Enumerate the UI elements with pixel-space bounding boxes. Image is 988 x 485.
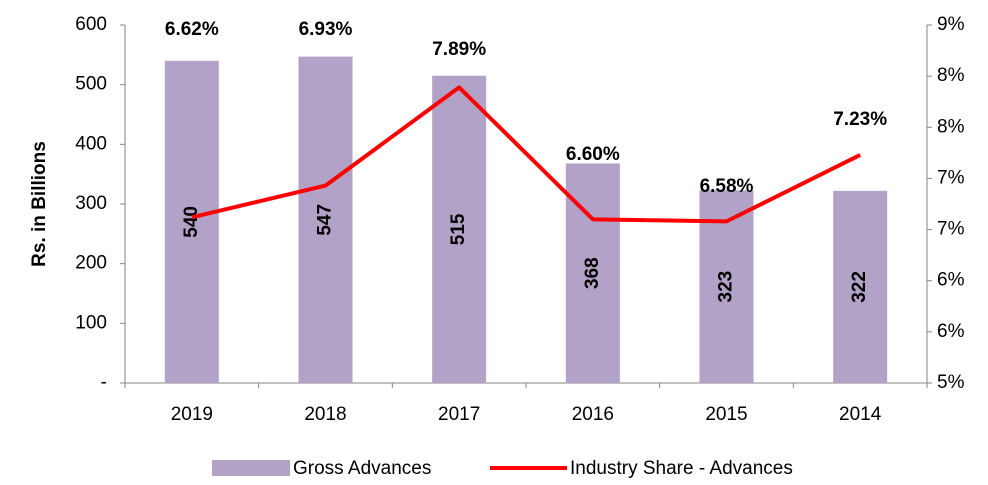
- y-tick-label: 300: [75, 193, 107, 214]
- bar: [164, 60, 219, 384]
- y2-tick-label: 9%: [937, 14, 965, 35]
- line: [191, 85, 862, 224]
- y-tick-label: 400: [75, 133, 107, 154]
- y2-tick-label: 5%: [937, 372, 965, 393]
- y2-tick-label: 6%: [937, 270, 965, 291]
- y-tick-label: 200: [75, 253, 107, 274]
- line-value-label: 6.60%: [566, 144, 620, 165]
- x-tick-label: 2019: [171, 404, 213, 425]
- y2-tick-label: 8%: [937, 116, 965, 137]
- x-tick-label: 2018: [304, 404, 346, 425]
- legend-label: Industry Share - Advances: [570, 458, 793, 479]
- line-value-label: 6.93%: [299, 19, 353, 40]
- legend-swatch: [212, 460, 290, 476]
- x-tick-label: 2014: [839, 404, 882, 425]
- x-tick-label: 2017: [438, 404, 480, 425]
- y-tick-label: 500: [75, 74, 107, 95]
- bar-value-label: 547: [315, 204, 336, 236]
- line-value-label: 7.23%: [833, 109, 887, 130]
- y2-tick-label: 7%: [937, 219, 965, 240]
- y-tick-label: -: [101, 372, 107, 393]
- bar-value-label: 540: [181, 206, 202, 238]
- y-tick-label: 600: [75, 14, 107, 35]
- line-value-label: 7.89%: [432, 39, 486, 60]
- bar-value-label: 322: [849, 271, 870, 303]
- legend-label: Gross Advances: [293, 458, 431, 479]
- y-axis-title: Rs. in Billions: [29, 141, 50, 267]
- line-value-label: 6.62%: [165, 19, 219, 40]
- bar-value-label: 368: [582, 257, 603, 289]
- y2-tick-label: 8%: [937, 65, 965, 86]
- line-value-label: 6.58%: [700, 176, 754, 197]
- y2-tick-label: 7%: [937, 167, 965, 188]
- bar-value-label: 515: [448, 213, 469, 245]
- y-tick-label: 100: [75, 312, 107, 333]
- x-tick-label: 2015: [705, 404, 747, 425]
- x-tick-label: 2016: [572, 404, 614, 425]
- bar: [432, 75, 487, 383]
- bar-value-label: 323: [716, 271, 737, 303]
- y2-tick-label: 6%: [937, 321, 965, 342]
- bar: [833, 190, 888, 383]
- bar: [298, 56, 353, 384]
